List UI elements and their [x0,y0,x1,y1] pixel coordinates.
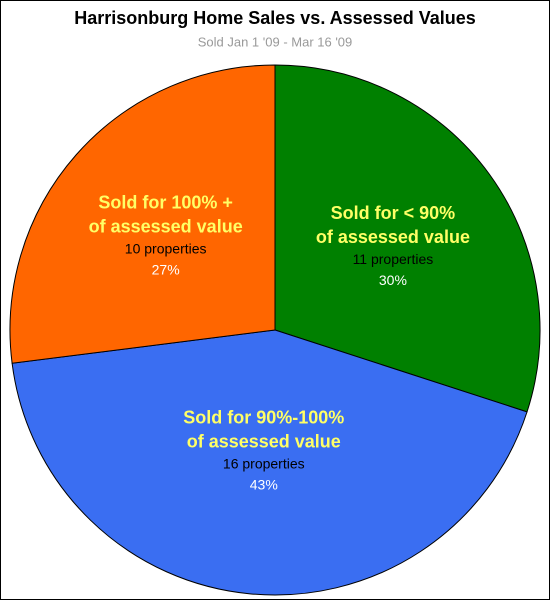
pie-slice [9,64,276,364]
slice-count: 16 properties [223,455,305,471]
slice-category: Sold for < 90% [331,203,456,223]
slice-category: Sold for 100% + [98,192,233,212]
chart-title: Harrisonburg Home Sales vs. Assessed Val… [74,8,476,28]
slice-category: of assessed value [316,227,470,247]
chart-subtitle: Sold Jan 1 '09 - Mar 16 '09 [198,34,353,49]
slice-category: of assessed value [89,216,243,236]
pie-slice [11,329,528,596]
slice-category: of assessed value [187,431,341,451]
slice-count: 11 properties [353,251,434,267]
pie-slice [274,64,541,413]
slice-percent: 27% [152,261,180,277]
slice-percent: 43% [250,476,278,492]
slice-percent: 30% [379,272,407,288]
slice-count: 10 properties [125,240,207,256]
slice-category: Sold for 90%-100% [183,407,344,427]
